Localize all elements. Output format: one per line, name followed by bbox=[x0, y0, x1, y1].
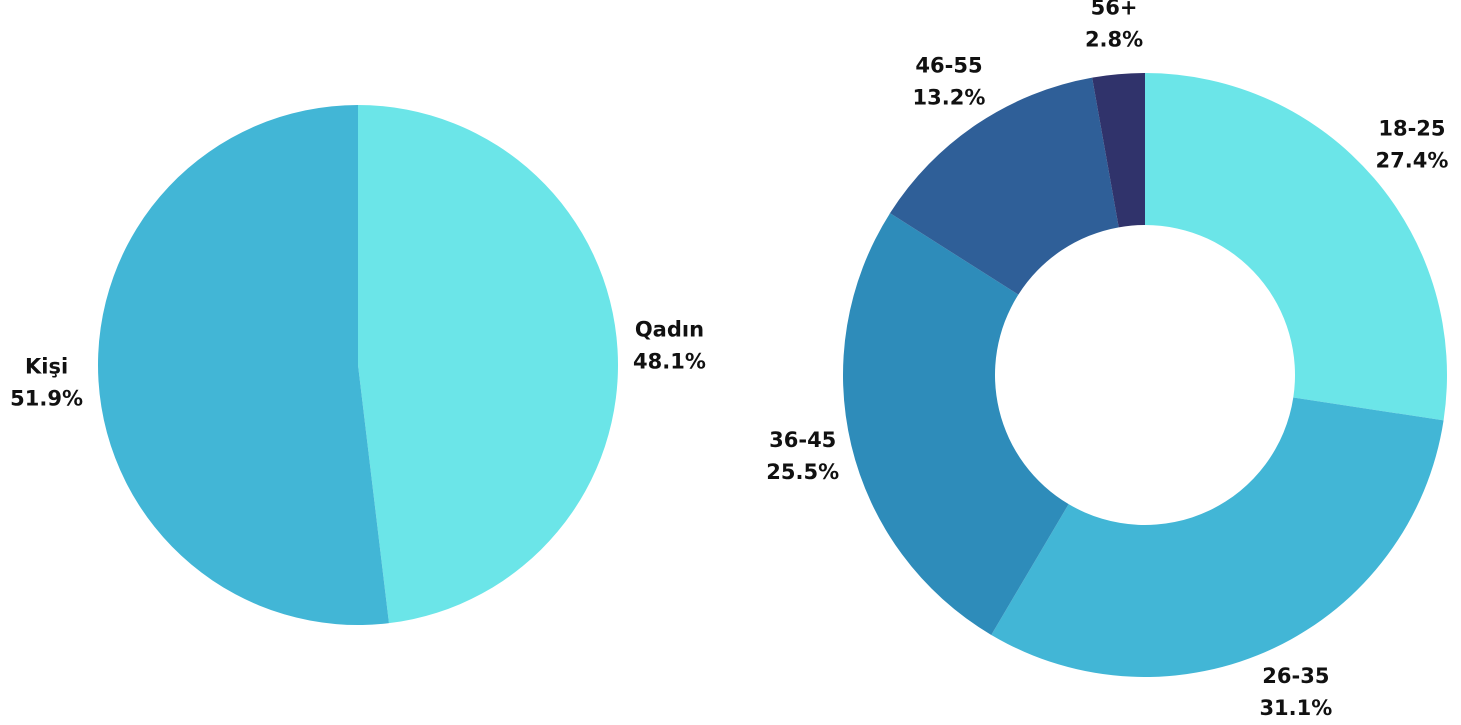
slice-label: 26-35 bbox=[1262, 664, 1329, 688]
slice-label: 46-55 bbox=[915, 54, 982, 78]
wedge bbox=[1145, 73, 1447, 421]
slice-label: Qadın bbox=[635, 317, 704, 341]
wedge bbox=[1092, 73, 1145, 228]
value-label: 13.2% bbox=[913, 86, 986, 110]
slice-label: 18-25 bbox=[1378, 117, 1445, 141]
value-label: 27.4% bbox=[1376, 149, 1449, 173]
wedge bbox=[358, 105, 618, 624]
slice-label: 36-45 bbox=[769, 428, 836, 452]
value-label: 31.1% bbox=[1259, 696, 1332, 720]
wedge bbox=[890, 77, 1119, 295]
value-label: 48.1% bbox=[633, 349, 706, 373]
slice-label: 56+ bbox=[1091, 0, 1138, 19]
slice-label: Kişi bbox=[25, 355, 68, 379]
value-label: 51.9% bbox=[10, 387, 83, 411]
wedge bbox=[991, 397, 1444, 677]
wedge bbox=[842, 213, 1069, 635]
value-label: 25.5% bbox=[766, 460, 839, 484]
value-label: 2.8% bbox=[1085, 27, 1143, 51]
wedge bbox=[98, 105, 389, 625]
